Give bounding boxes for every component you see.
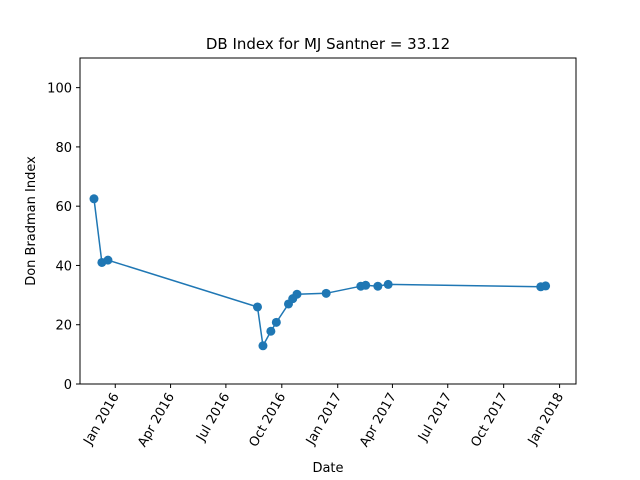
- x-tick-label: Jul 2017: [415, 391, 455, 445]
- data-point: [361, 280, 371, 290]
- y-axis-label: Don Bradman Index: [24, 156, 39, 286]
- x-axis-ticks: Jan 2016 Apr 2016 Jul 2016 Oct 2016 Jan 2017…: [81, 384, 567, 450]
- data-point: [252, 302, 262, 312]
- data-point: [541, 281, 551, 291]
- series-layer: [89, 194, 551, 351]
- x-tick-label: Jan 2017: [303, 391, 345, 449]
- y-tick-label: 100: [47, 82, 72, 97]
- data-point: [271, 317, 281, 327]
- chart-title: DB Index for MJ Santner = 33.12: [206, 35, 450, 53]
- x-tick-label: Jan 2018: [525, 391, 567, 449]
- y-tick-label: 0: [64, 378, 72, 393]
- data-point: [258, 341, 268, 351]
- x-tick-label: Oct 2016: [246, 391, 289, 450]
- plot-frame: [79, 57, 577, 385]
- x-axis-label: Date: [312, 461, 343, 476]
- x-tick-label: Oct 2017: [468, 391, 511, 450]
- x-tick-label: Jan 2016: [81, 391, 123, 449]
- data-point: [383, 279, 393, 289]
- series-line: [93, 198, 546, 349]
- x-tick-label: Apr 2016: [135, 391, 178, 450]
- data-point: [321, 288, 331, 298]
- y-tick-label: 80: [55, 141, 72, 156]
- data-point: [292, 289, 302, 299]
- y-axis-ticks: 0 20 40 60 80 100: [47, 82, 80, 393]
- data-point: [373, 281, 383, 291]
- y-tick-label: 20: [55, 319, 72, 334]
- x-tick-label: Jul 2016: [193, 391, 233, 445]
- data-point: [103, 255, 113, 265]
- x-tick-label: Apr 2017: [357, 391, 400, 450]
- data-point: [89, 194, 99, 204]
- y-tick-label: 40: [55, 259, 72, 274]
- data-point: [266, 326, 276, 336]
- y-tick-label: 60: [55, 200, 72, 215]
